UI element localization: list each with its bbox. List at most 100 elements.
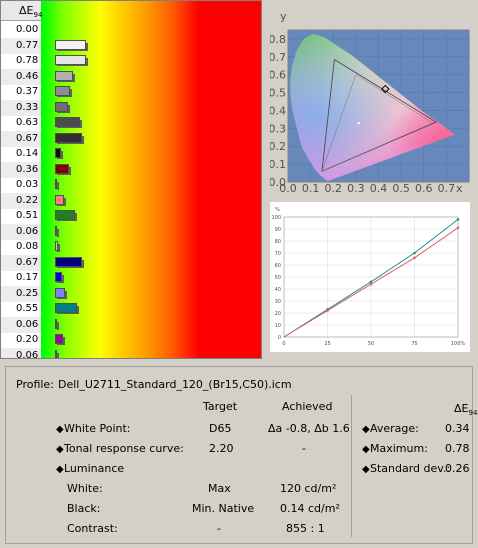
delta-e-row: 0.06 — [1, 316, 261, 333]
maximum-value: 0.78 — [445, 442, 470, 455]
delta-e-value: 0.00 — [16, 24, 39, 35]
chroma-x-axis-label: x — [456, 182, 463, 195]
delta-e-bar — [55, 70, 74, 81]
white-achieved: 120 cd/m² — [280, 482, 337, 495]
delta-e-value: 0.06 — [1, 223, 41, 240]
black-target: Min. Native — [192, 502, 255, 515]
chroma-tick-labels: 0.0 0.1 0.2 0.3 0.4 0.5 0.6 0.7 0.0 0.1 0.2 0.3 0.4 0… — [270, 33, 455, 195]
delta-e-bar — [55, 334, 63, 344]
delta-e-bar — [55, 349, 58, 358]
bullet-icon: ◆ — [56, 424, 64, 435]
reference-triangle — [321, 74, 434, 172]
chroma-y-axis-label: y — [280, 10, 287, 23]
delta-e-value: 0.67 — [1, 130, 41, 147]
stddev-value: 0.26 — [445, 462, 470, 475]
white-point-marker — [357, 121, 361, 125]
bullet-icon: ◆ — [362, 464, 370, 475]
black-label: Black: — [67, 502, 101, 515]
chroma-x-tick: 0.4 — [370, 182, 388, 195]
delta-e-row: 0.25 — [1, 285, 261, 302]
delta-e-value: 0.17 — [16, 272, 39, 283]
tone-y-tick: 30 — [275, 299, 281, 305]
delta-e-bar — [55, 117, 81, 127]
delta-e-bar — [55, 179, 57, 189]
delta-e-bar — [55, 318, 58, 329]
delta-e-bar — [55, 241, 59, 251]
tonal-response-achieved: - — [302, 442, 306, 455]
bullet-icon: ◆ — [362, 444, 370, 455]
de94-header: ΔE94 — [454, 402, 478, 418]
delta-e-row: 0.46 — [1, 68, 261, 85]
delta-e-row: 0.63 — [1, 115, 261, 131]
delta-e-bar — [55, 287, 65, 298]
delta-e-value: 0.55 — [16, 303, 39, 314]
tone-y-tick: 70 — [275, 251, 281, 257]
bullet-icon: ◆ — [56, 464, 64, 475]
delta-e-bar — [55, 39, 86, 50]
delta-e-value: 0.20 — [16, 334, 39, 345]
chroma-x-tick: 0.7 — [438, 182, 456, 195]
chroma-y-tick: 0.6 — [270, 69, 286, 82]
contrast-target: - — [217, 522, 221, 535]
chroma-x-tick: 0.2 — [325, 182, 343, 195]
tone-y-tick: 0 — [278, 335, 281, 341]
chroma-y-tick: 0.4 — [270, 104, 286, 117]
tone-response-chart: 0 25 50 75 100% 0 10 20 30 40 50 60 70 80 90 100 % — [270, 202, 470, 352]
chroma-y-tick: 0.8 — [270, 33, 286, 46]
tone-series-point — [413, 256, 416, 260]
white-point-achieved: Δa -0.8, Δb 1.6 — [268, 422, 350, 435]
tone-x-tick: 0 — [282, 341, 285, 347]
delta-e-header: ΔE94 — [1, 1, 42, 21]
delta-e-row: 0.22 — [1, 192, 261, 209]
tone-series-point — [326, 309, 329, 312]
delta-e-bar — [55, 148, 61, 158]
white-point-label: White Point: — [64, 422, 131, 435]
tone-y-tick: 90 — [275, 227, 281, 233]
delta-e-bar — [55, 210, 76, 220]
delta-e-row: 0.08 — [1, 239, 261, 255]
chromaticity-diagram: 0.0 0.1 0.2 0.3 0.4 0.5 0.6 0.7 0.0 0.1 0.2 0.3 0.4 0… — [270, 10, 470, 195]
chroma-y-tick: 0.1 — [270, 158, 286, 171]
delta-e-row: 0.20 — [1, 332, 261, 348]
tonal-response-label: Tonal response curve: — [64, 442, 184, 455]
delta-e-row: 0.77 — [1, 37, 261, 54]
tone-y-tick: 60 — [275, 263, 281, 269]
chroma-y-tick: 0.3 — [270, 122, 286, 135]
delta-e-row: 0.67 — [1, 130, 261, 147]
delta-e-bar — [55, 86, 70, 96]
white-label: White: — [67, 482, 103, 495]
delta-e-value: 0.22 — [1, 192, 41, 209]
vertical-separator — [351, 395, 352, 537]
tone-series-point — [369, 282, 373, 286]
average-value: 0.34 — [445, 422, 470, 435]
tone-x-tick: 75 — [411, 341, 417, 347]
chroma-y-tick: 0.5 — [270, 87, 286, 100]
tone-x-tick: 50 — [368, 341, 374, 347]
delta-e-value: 0.06 — [1, 347, 41, 358]
delta-e-value: 0.78 — [16, 55, 39, 66]
tone-series-point — [456, 226, 460, 230]
delta-e-value: 0.51 — [16, 210, 39, 221]
delta-e-row: 0.37 — [1, 84, 261, 100]
delta-e-value: 0.08 — [16, 241, 39, 252]
tone-y-tick: 50 — [275, 275, 281, 281]
delta-e-row: 0.17 — [1, 270, 261, 286]
delta-e-bar — [55, 272, 62, 282]
black-achieved: 0.14 cd/m² — [280, 502, 340, 515]
contrast-achieved: 855 : 1 — [286, 522, 325, 535]
white-point-target: D65 — [209, 422, 232, 435]
chroma-y-tick: 0.7 — [270, 51, 286, 64]
contrast-label: Contrast: — [67, 522, 118, 535]
col-achieved-header: Achieved — [282, 400, 333, 413]
stddev-label: Standard dev.: — [370, 462, 451, 475]
chroma-y-tick: 0.2 — [270, 140, 286, 153]
measured-point-marker — [381, 84, 390, 94]
average-label: Average: — [370, 422, 419, 435]
delta-e-bar-shadow — [57, 182, 59, 190]
delta-e-row: 0.36 — [1, 161, 261, 178]
delta-e-row: 0.14 — [1, 146, 261, 162]
delta-e-bar — [55, 256, 82, 267]
delta-e-bar — [55, 225, 58, 236]
delta-e-bar-shadow — [57, 352, 60, 358]
tone-plot-frame — [283, 216, 459, 338]
